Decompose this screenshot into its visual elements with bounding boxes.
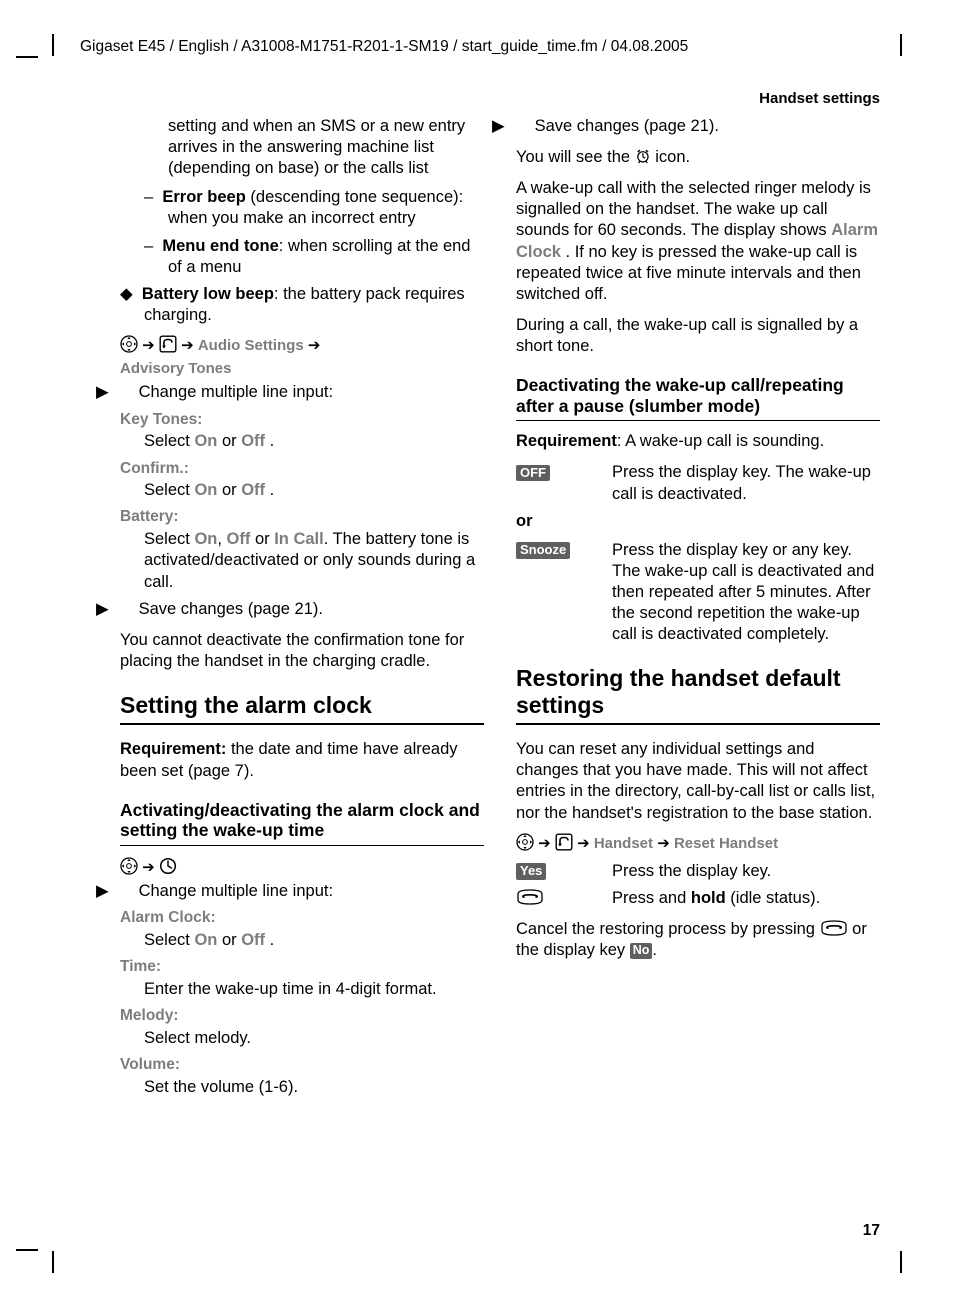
setting-label: Alarm Clock: (120, 908, 484, 928)
body-text: Requirement: the date and time have alre… (120, 739, 484, 781)
running-header: Gigaset E45 / English / A31008-M1751-R20… (80, 38, 880, 56)
body-text: A wake-up call with the selected ringer … (516, 178, 880, 305)
nav-icon (516, 833, 534, 851)
setting-value: Select On or Off . (120, 930, 484, 951)
body-text: Save changes (page 21). (535, 117, 719, 135)
action-description: Press and hold (idle status). (612, 888, 880, 909)
body-text: You cannot deactivate the confirmation t… (120, 630, 484, 672)
label: Error beep (162, 188, 245, 206)
setting-value: Enter the wake-up time in 4-digit format… (120, 979, 484, 1000)
setting-alarm-clock: Alarm Clock: Select On or Off . (120, 908, 484, 951)
step: ▶ Save changes (page 21). (516, 116, 880, 137)
section-header-right: Handset settings (759, 90, 880, 107)
body-text: Change multiple line input: (139, 882, 333, 900)
action-hangup: Press and hold (idle status). (516, 888, 880, 909)
setting-battery: Battery: Select On, Off or In Call. The … (120, 507, 484, 592)
crop-mark (16, 56, 38, 58)
body-text: setting and when an SMS or a new entry a… (120, 116, 484, 179)
setting-volume: Volume: Set the volume (1-6). (120, 1055, 484, 1098)
softkey-snooze: Snooze (516, 542, 570, 558)
crop-mark (900, 34, 902, 56)
left-column: setting and when an SMS or a new entry a… (120, 116, 484, 1104)
or-label: or (516, 511, 880, 532)
softkey-off: OFF (516, 465, 550, 481)
action-description: Press the display key or any key. The wa… (612, 540, 880, 646)
setting-label: Melody: (120, 1006, 484, 1026)
menu-path-item: Advisory Tones (120, 360, 231, 377)
setting-label: Battery: (120, 507, 484, 527)
label: Battery low beep (142, 285, 274, 303)
setting-label: Volume: (120, 1055, 484, 1075)
body-text: You can reset any individual settings an… (516, 739, 880, 823)
page-number: 17 (863, 1222, 880, 1240)
subheading-deactivating: Deactivating the wake-up call/repeating … (516, 375, 880, 421)
softkey-no: No (630, 943, 653, 958)
alarm-icon (635, 148, 651, 165)
crop-mark (52, 1251, 54, 1273)
setting-key-tones: Key Tones: Select On or Off . (120, 410, 484, 453)
action-off: OFF Press the display key. The wake-up c… (516, 462, 880, 504)
heading-restore: Restoring the handset default settings (516, 665, 880, 725)
nav-icon (120, 335, 138, 353)
hangup-icon (820, 919, 848, 937)
action-snooze: Snooze Press the display key or any key.… (516, 540, 880, 646)
menu-path: ➔ ➔ Handset ➔ Reset Handset (516, 832, 880, 855)
action-yes: Yes Press the display key. (516, 861, 880, 882)
body-text: Save changes (page 21). (139, 600, 323, 618)
action-description: Press the display key. The wake-up call … (612, 462, 880, 504)
hangup-icon (516, 888, 544, 906)
menu-path-item: Reset Handset (674, 835, 778, 852)
setting-value: Select melody. (120, 1028, 484, 1049)
setting-confirm: Confirm.: Select On or Off . (120, 459, 484, 502)
right-column: ▶ Save changes (page 21). You will see t… (516, 116, 880, 1104)
menu-path: ➔ ➔ Audio Settings ➔ Advisory Tones (120, 334, 484, 381)
list-item: – Error beep (descending tone sequence):… (120, 187, 484, 229)
action-description: Press the display key. (612, 861, 880, 882)
body-text: You will see the icon. (516, 147, 880, 168)
nav-icon (120, 857, 138, 875)
list-item: ◆ Battery low beep: the battery pack req… (120, 284, 484, 326)
menu-icon (555, 833, 573, 851)
body-text: Cancel the restoring process by pressing… (516, 919, 880, 961)
label: Menu end tone (162, 237, 278, 255)
step: ▶ Change multiple line input: (120, 881, 484, 902)
setting-melody: Melody: Select melody. (120, 1006, 484, 1049)
crop-mark (900, 1251, 902, 1273)
setting-value: Set the volume (1-6). (120, 1077, 484, 1098)
setting-value: Select On, Off or In Call. The battery t… (120, 529, 484, 592)
body-text: During a call, the wake-up call is signa… (516, 315, 880, 357)
crop-mark (16, 1249, 38, 1251)
body-text: Change multiple line input: (139, 383, 333, 401)
setting-time: Time: Enter the wake-up time in 4-digit … (120, 957, 484, 1000)
setting-label: Confirm.: (120, 459, 484, 479)
crop-mark (52, 34, 54, 56)
step: ▶ Save changes (page 21). (120, 599, 484, 620)
softkey-yes: Yes (516, 863, 546, 879)
step: ▶ Change multiple line input: (120, 382, 484, 403)
setting-label: Time: (120, 957, 484, 977)
menu-path: ➔ (120, 856, 484, 879)
setting-value: Select On or Off . (120, 431, 484, 452)
menu-path-item: Handset (594, 835, 653, 852)
list-item: – Menu end tone: when scrolling at the e… (120, 236, 484, 278)
body-text: Requirement: A wake-up call is sounding. (516, 431, 880, 452)
setting-label: Key Tones: (120, 410, 484, 430)
menu-icon (159, 335, 177, 353)
clock-icon (159, 857, 177, 875)
setting-value: Select On or Off . (120, 480, 484, 501)
menu-path-item: Audio Settings (198, 337, 304, 354)
heading-alarm-clock: Setting the alarm clock (120, 692, 484, 725)
subheading-activating: Activating/deactivating the alarm clock … (120, 800, 484, 846)
